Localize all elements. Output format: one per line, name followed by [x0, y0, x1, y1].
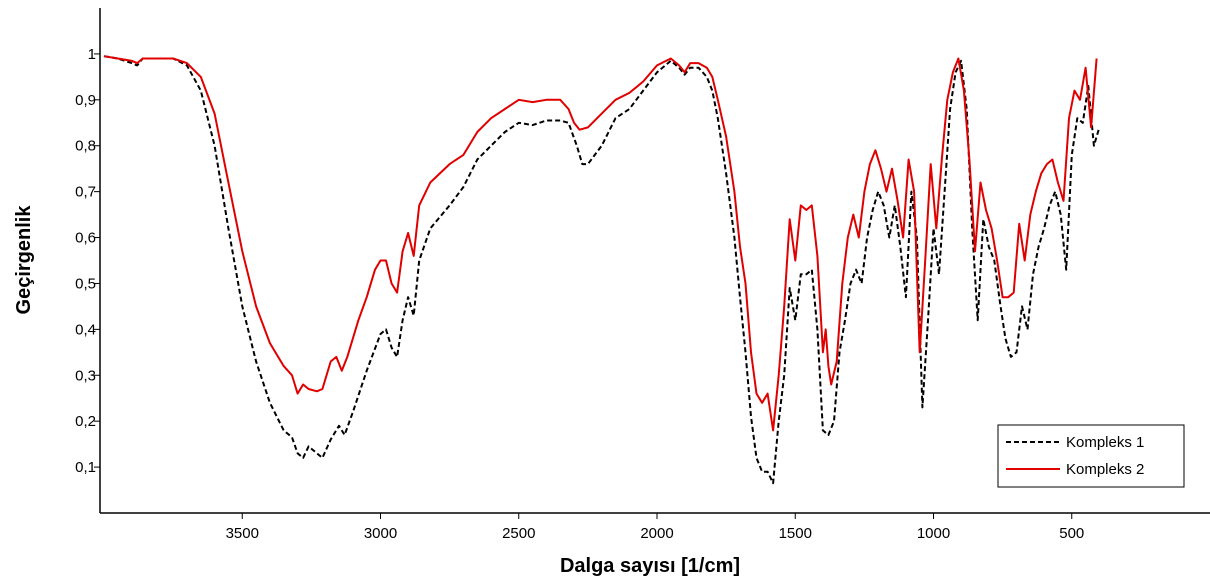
y-tick-label: 0,3 — [75, 367, 96, 384]
y-tick-label: 0,4 — [75, 321, 96, 338]
y-tick-label: 0,1 — [75, 459, 96, 476]
x-tick-label: 500 — [1059, 525, 1084, 542]
legend-box — [997, 424, 1185, 488]
y-tick-label: 1 — [88, 46, 96, 63]
series-group — [103, 55, 1101, 485]
y-tick-label: 0,9 — [75, 92, 96, 109]
x-axis-title: Dalga sayısı [1/cm] — [560, 555, 740, 577]
series-line-2 — [103, 55, 1098, 432]
axes: 3500 3000 2500 2000 1500 1000 500 0,1 0,2 0,3 0,4 0… — [75, 8, 1210, 542]
y-tick-label: 0,8 — [75, 138, 96, 155]
y-tick-label: 0,7 — [75, 184, 96, 201]
legend-label: Kompleks 1 — [1066, 434, 1144, 451]
x-tick-label: 2500 — [502, 525, 535, 542]
legend-label: Kompleks 2 — [1066, 461, 1144, 478]
x-tick-label: 2000 — [640, 525, 673, 542]
x-tick-label: 3500 — [226, 525, 259, 542]
series-line-1 — [103, 55, 1101, 485]
y-axis-title: Geçirgenlik — [13, 205, 35, 315]
x-tick-label: 1000 — [917, 525, 950, 542]
x-tick-label: 1500 — [779, 525, 812, 542]
x-tick-label: 3000 — [364, 525, 397, 542]
y-tick-label: 0,6 — [75, 230, 96, 247]
y-tick-label: 0,5 — [75, 275, 96, 292]
legend: Kompleks 1 Kompleks 2 — [997, 424, 1185, 488]
y-tick-label: 0,2 — [75, 413, 96, 430]
